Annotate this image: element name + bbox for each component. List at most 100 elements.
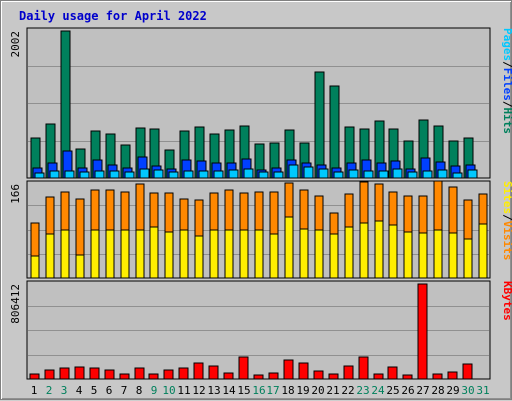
kbytes-bar-kbytes <box>402 374 413 380</box>
legend-item: Visits <box>501 221 512 261</box>
hits-files-pages-bar-hits <box>329 85 340 179</box>
visits-sites-bar-sites <box>314 229 324 279</box>
hits-files-pages-bar-hits <box>314 71 325 179</box>
visits-sites-bar-sites <box>388 224 398 279</box>
kbytes-bar-kbytes <box>253 374 264 380</box>
visits-sites-bar-sites <box>105 229 115 279</box>
hits-files-pages-bar-pages <box>139 168 150 179</box>
kbytes-bar-kbytes <box>343 365 354 380</box>
hits-files-pages-ymax-label: 2002 <box>9 31 22 58</box>
x-tick-label: 18 <box>281 384 294 397</box>
x-tick-label: 8 <box>136 384 143 397</box>
hits-files-pages-bar-pages <box>437 169 448 179</box>
kbytes-bar-kbytes <box>134 367 145 380</box>
x-tick-label: 16 <box>252 384 265 397</box>
kbytes-bar-kbytes <box>283 359 294 380</box>
x-tick-label: 13 <box>207 384 220 397</box>
visits-sites-bar-sites <box>284 216 294 279</box>
visits-sites-bar-sites <box>463 238 473 279</box>
visits-sites-bar-sites <box>359 222 369 279</box>
x-tick-label: 6 <box>106 384 113 397</box>
kbytes-bar-kbytes <box>462 363 473 380</box>
kbytes-bar-kbytes <box>238 356 249 380</box>
legend-item: Hits <box>501 108 512 135</box>
x-tick-label: 9 <box>151 384 158 397</box>
kbytes-bar-kbytes <box>74 366 85 380</box>
x-tick-label: 2 <box>46 384 53 397</box>
kbytes-bar-kbytes <box>163 369 174 380</box>
hits-files-pages-bar-pages <box>467 169 478 179</box>
kbytes-bar-kbytes <box>268 372 279 380</box>
x-tick-label: 29 <box>446 384 459 397</box>
visits-sites-bar-sites <box>164 231 174 279</box>
hits-files-pages-bar-pages <box>109 170 120 179</box>
hits-files-pages-bar-pages <box>49 170 60 179</box>
hits-files-pages-bar-pages <box>94 170 105 179</box>
visits-sites-bar-sites <box>299 228 309 279</box>
visits-sites-bar-sites <box>239 229 249 279</box>
hits-files-pages-bar-pages <box>333 171 344 179</box>
visits-sites-bar-sites <box>209 229 219 279</box>
visits-sites-bar-sites <box>344 226 354 279</box>
visits-sites-bar-sites <box>269 233 279 279</box>
visits-sites-bar-sites <box>60 229 70 279</box>
legend-item: KBytes <box>501 281 512 321</box>
x-tick-label: 30 <box>461 384 474 397</box>
visits-sites-bar-sites <box>45 233 55 279</box>
hits-files-pages-bar-pages <box>392 168 403 179</box>
legend-item: Sites <box>501 181 512 214</box>
visits-sites-bar-sites <box>433 229 443 279</box>
x-tick-label: 22 <box>341 384 354 397</box>
hits-files-pages-bar-pages <box>213 170 224 179</box>
kbytes-bar-kbytes <box>432 373 443 380</box>
visits-sites-bar-sites <box>194 235 204 279</box>
visits-sites-bar-sites <box>120 229 130 279</box>
visits-sites-bar-sites <box>135 229 145 279</box>
x-tick-label: 23 <box>356 384 369 397</box>
kbytes-bar-kbytes <box>417 283 428 380</box>
hits-files-pages-bar-pages <box>79 171 90 179</box>
x-tick-label: 27 <box>416 384 429 397</box>
x-tick-label: 14 <box>222 384 236 397</box>
visits-sites-bar-sites <box>374 220 384 279</box>
visits-sites-ymax-label: 166 <box>9 184 22 204</box>
x-tick-label: 4 <box>76 384 83 397</box>
hits-files-pages-bar-pages <box>34 172 45 179</box>
kbytes-bar-kbytes <box>313 370 324 380</box>
visits-sites-legend: Sites/Visits <box>501 181 512 261</box>
visits-sites-bar-sites <box>179 229 189 279</box>
x-tick-label: 24 <box>371 384 385 397</box>
kbytes-bar-kbytes <box>328 373 339 380</box>
kbytes-bar-kbytes <box>298 362 309 380</box>
visits-sites-bar-sites <box>90 229 100 279</box>
x-tick-label: 31 <box>476 384 489 397</box>
hits-files-pages-bar-pages <box>153 169 164 179</box>
hits-files-pages-bar-pages <box>348 169 359 179</box>
hits-files-pages-bar-pages <box>228 169 239 179</box>
hits-files-pages-bar-pages <box>198 170 209 179</box>
kbytes-bar-kbytes <box>148 373 159 380</box>
hits-files-pages-bar-pages <box>258 171 269 179</box>
legend-item: Pages <box>501 28 512 61</box>
kbytes-bar-kbytes <box>59 367 70 380</box>
visits-sites-bar-sites <box>30 255 40 279</box>
kbytes-bar-kbytes <box>223 372 234 380</box>
hits-files-pages-bar-pages <box>124 171 135 179</box>
kbytes-bar-kbytes <box>178 367 189 380</box>
kbytes-bar-kbytes <box>387 366 398 380</box>
x-tick-label: 26 <box>401 384 414 397</box>
x-tick-label: 19 <box>296 384 309 397</box>
x-tick-label: 21 <box>326 384 339 397</box>
hits-files-pages-bar-pages <box>288 164 299 179</box>
visits-sites-bar-sites <box>254 229 264 279</box>
x-tick-label: 25 <box>386 384 399 397</box>
kbytes-bar-kbytes <box>29 373 40 380</box>
hits-files-pages-bar-pages <box>273 171 284 179</box>
kbytes-bar-kbytes <box>89 367 100 380</box>
hits-files-pages-bar-pages <box>422 170 433 179</box>
x-tick-label: 1 <box>31 384 38 397</box>
x-tick-label: 20 <box>311 384 324 397</box>
hits-files-pages-legend: Pages/Files/Hits <box>501 28 512 134</box>
chart-title: Daily usage for April 2022 <box>19 9 207 23</box>
